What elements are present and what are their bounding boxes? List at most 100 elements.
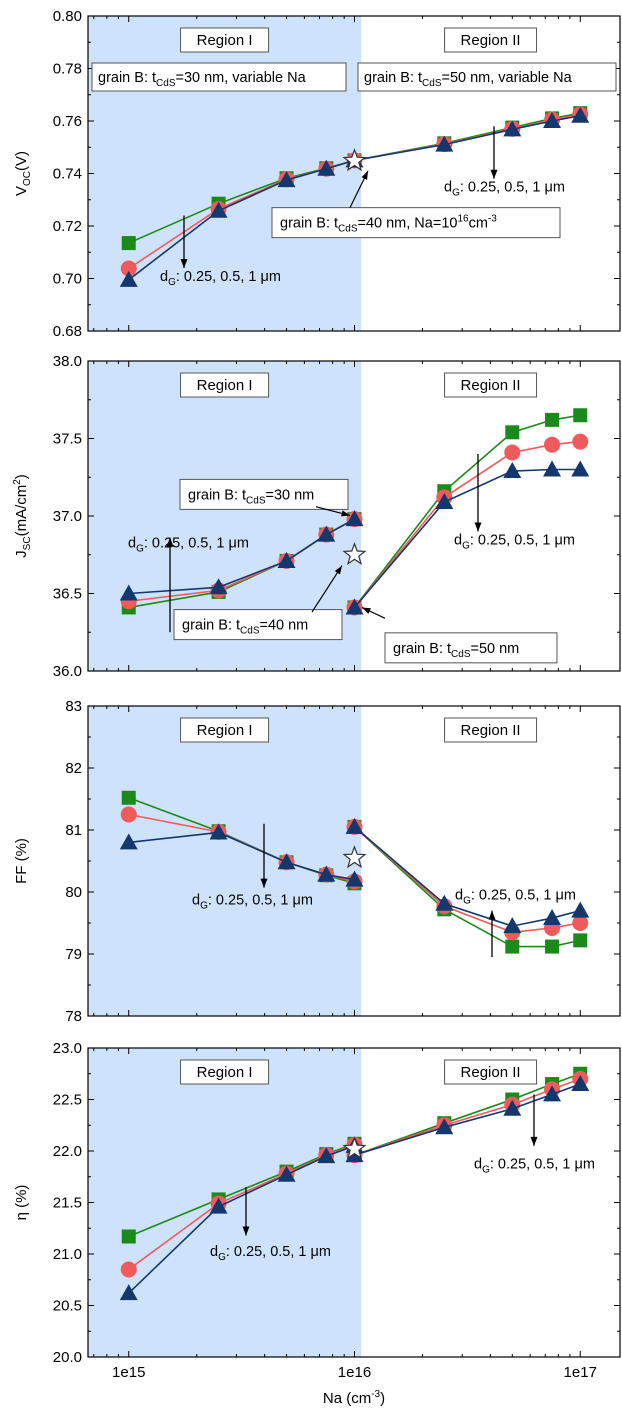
x-tick-label: 1e15 (112, 1364, 145, 1381)
data-point (435, 493, 454, 510)
reference-star (342, 542, 367, 566)
arrow-dg-left (260, 823, 268, 888)
y-axis-label: η (%) (13, 1185, 30, 1221)
y-tick-label: 82 (65, 760, 82, 777)
region-1-label: Region I (197, 32, 253, 49)
series-line (353, 826, 581, 927)
arrow-t30 (315, 506, 351, 517)
y-tick-label: 81 (65, 822, 82, 839)
x-axis-label: Na (cm-3) (323, 1389, 385, 1407)
dg-right: dG: 0.25, 0.5, 1 μm (455, 887, 576, 906)
y-tick-label: 79 (65, 946, 82, 963)
y-tick-label: 37.5 (53, 431, 82, 448)
series-triangle (119, 1075, 590, 1301)
y-tick-label: 21.0 (53, 1246, 82, 1263)
region-1-label: Region I (197, 377, 253, 394)
data-point (317, 525, 336, 542)
data-point (209, 578, 228, 595)
series-line (353, 826, 581, 934)
data-point (543, 460, 562, 477)
y-tick-label: 80 (65, 884, 82, 901)
y-tick-label: 0.74 (53, 166, 82, 183)
data-point (345, 817, 364, 834)
data-point (121, 236, 136, 251)
region-2-label: Region II (461, 722, 521, 739)
caption-box-t40 (173, 609, 343, 641)
data-point (277, 171, 296, 188)
caption-box-right (357, 62, 617, 92)
region-1-box (180, 372, 270, 398)
caption-left: grain B: tCdS=30 nm, variable Na (98, 70, 307, 89)
y-tick-label: 21.5 (53, 1195, 82, 1212)
caption-t30: grain B: tCdS=30 nm (188, 487, 314, 506)
region-2-label: Region II (461, 32, 521, 49)
data-point (120, 1261, 137, 1278)
y-tick-label: 37.0 (53, 508, 82, 525)
data-point (571, 901, 590, 918)
dg-right: dG: 0.25, 0.5, 1 μm (444, 180, 565, 199)
region-1-label: Region I (197, 722, 253, 739)
region-1-box (180, 1059, 270, 1085)
data-point (120, 806, 137, 823)
caption-right: grain B: tCdS=50 nm, variable Na (364, 70, 573, 89)
data-point (277, 551, 296, 568)
data-point (317, 865, 336, 882)
region-1-box (180, 27, 270, 53)
arrow-dg-right (530, 1094, 538, 1146)
arrow-dg-right (474, 454, 482, 532)
caption-box-t50 (384, 632, 558, 664)
y-axis: 0.68 0.70 0.72 0.74 0.76 0.78 0.80 (53, 8, 620, 340)
data-point (505, 939, 520, 954)
arrow-dg-left (180, 215, 188, 268)
data-point (543, 1085, 562, 1102)
data-point (209, 201, 228, 218)
data-point (121, 790, 136, 805)
data-point (277, 853, 296, 870)
arrow-t40 (311, 565, 343, 613)
region-2-box (444, 27, 538, 53)
data-point (503, 462, 522, 479)
y-tick-label: 36.5 (53, 586, 82, 603)
data-point (277, 1165, 296, 1182)
panel-eta: 20.0 20.5 21.0 21.5 22.0 22.5 23.0 1e15 1e16 1e17… (13, 1040, 621, 1407)
region-2-label: Region II (461, 377, 521, 394)
y-tick-label: 20.0 (53, 1349, 82, 1366)
y-axis-label: VOC(V) (13, 151, 33, 196)
y-axis: 78 79 80 81 82 83 (65, 698, 620, 1025)
arrow-t50 (361, 606, 386, 619)
region-1-box (180, 717, 270, 743)
data-point (503, 1099, 522, 1116)
y-tick-label: 83 (65, 698, 82, 715)
data-point (120, 260, 137, 277)
plot-frame (87, 1047, 621, 1358)
plot-frame (87, 15, 621, 332)
caption-center: grain B: tCdS=40 nm, Na=1016cm-3 (280, 214, 497, 235)
caption-box-left (91, 62, 347, 92)
panel-voc: 0.68 0.70 0.72 0.74 0.76 0.78 0.80 VOC(V) Region… (13, 8, 621, 340)
data-point (544, 436, 561, 453)
dg-left: dG: 0.25, 0.5, 1 μm (160, 269, 281, 288)
region-2-box (444, 372, 538, 398)
y-tick-label: 20.5 (53, 1298, 82, 1315)
data-point (317, 159, 336, 176)
data-point (504, 444, 521, 461)
arrow-dg-left (242, 1187, 250, 1236)
data-point (572, 433, 589, 450)
reference-star (342, 1136, 367, 1160)
region-2-label: Region II (461, 1064, 521, 1081)
x-tick-label: 1e16 (338, 1364, 371, 1381)
y-tick-label: 0.78 (53, 61, 82, 78)
data-point (435, 135, 454, 152)
data-point (345, 870, 364, 887)
data-point (573, 933, 588, 948)
region-1-shade (88, 706, 362, 1016)
region-2-box (444, 717, 538, 743)
plot-frame (87, 360, 621, 672)
region-2-box (444, 1059, 538, 1085)
series-line (353, 440, 581, 608)
series-triangle (119, 817, 590, 934)
caption-box-t30 (179, 478, 349, 510)
data-point (543, 112, 562, 128)
dg-right: dG: 0.25, 0.5, 1 μm (474, 1156, 595, 1175)
